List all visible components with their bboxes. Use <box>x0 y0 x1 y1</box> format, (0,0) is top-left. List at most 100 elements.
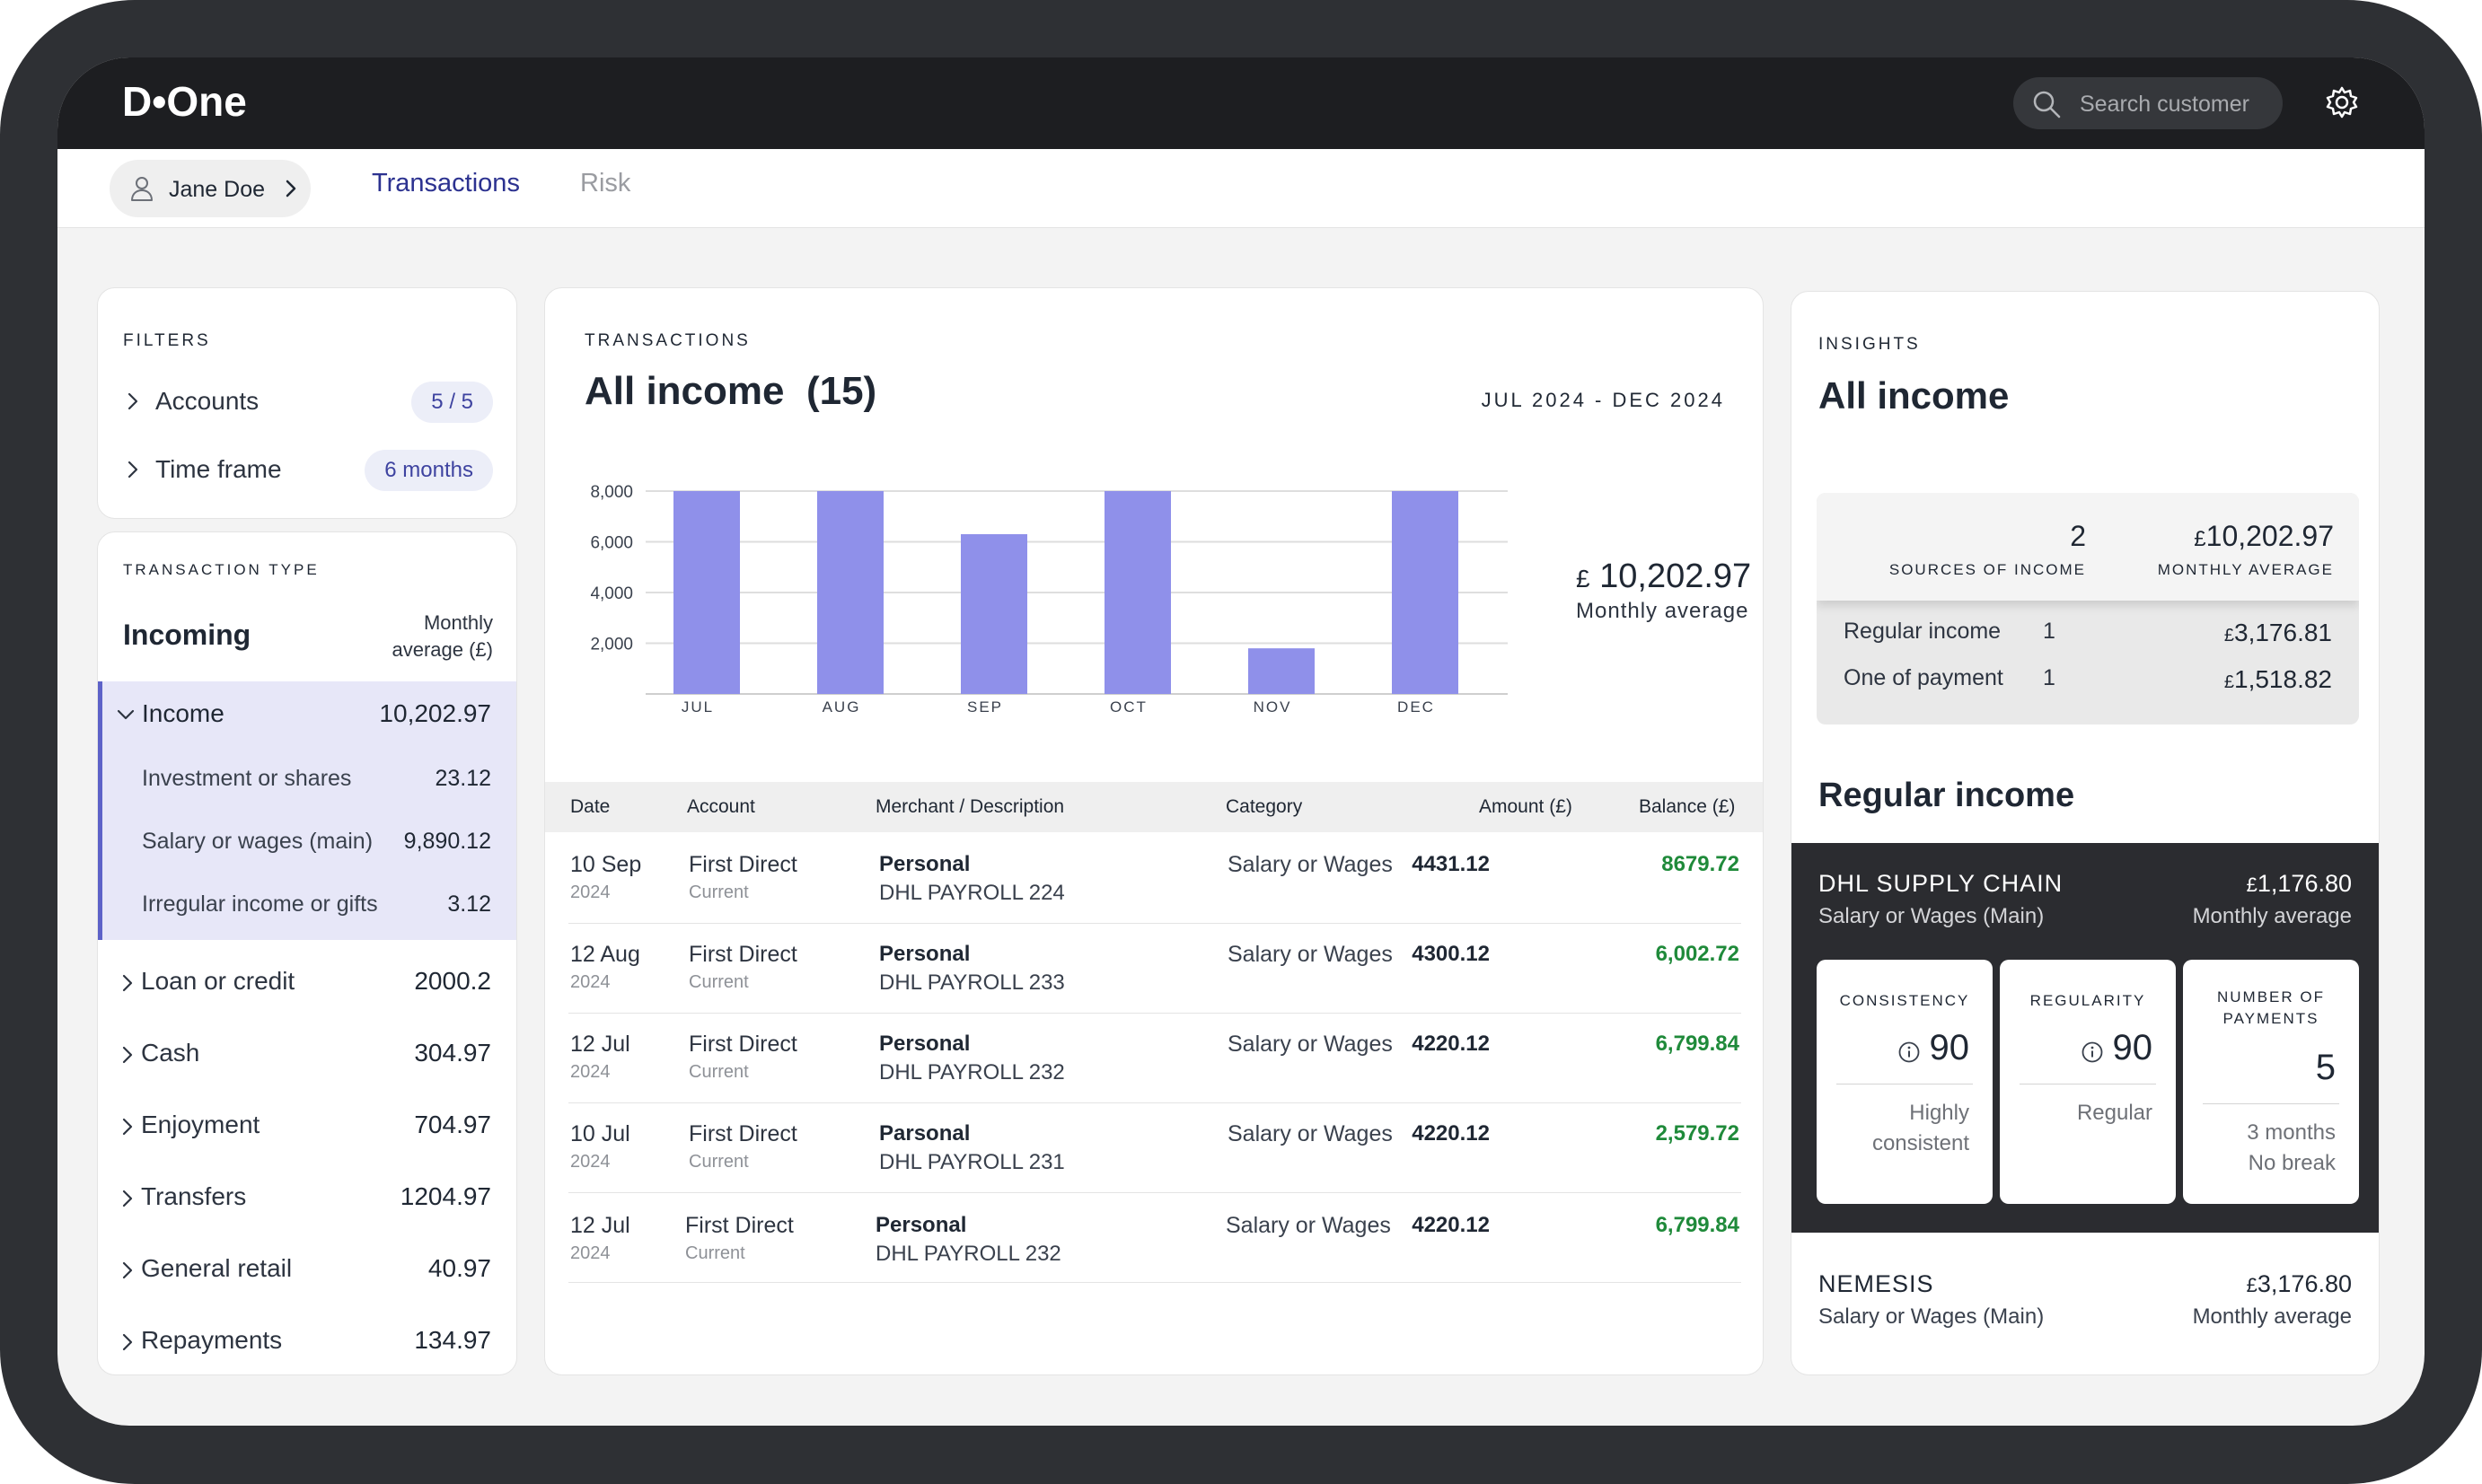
info-icon[interactable] <box>1897 1041 1921 1064</box>
info-icon[interactable] <box>2081 1041 2104 1064</box>
type-value: 704.97 <box>414 1111 491 1138</box>
column-account[interactable]: Account <box>687 796 755 817</box>
y-tick-label: 8,000 <box>590 483 633 502</box>
tab-risk[interactable]: Risk <box>580 169 631 198</box>
bar-sep <box>961 534 1027 694</box>
row-description: DHL PAYROLL 224 <box>879 881 1065 905</box>
subtype-row[interactable]: Salary or wages (main) 9,890.12 <box>102 814 516 868</box>
row-category: Salary or Wages <box>1226 1213 1391 1238</box>
row-category: Salary or Wages <box>1228 942 1393 967</box>
bar-nov <box>1248 648 1315 694</box>
average-value: 10,202.97 <box>1599 558 1752 595</box>
bar-jul <box>673 491 740 694</box>
row-date: 10 Jul <box>570 1121 630 1146</box>
filter-accounts[interactable]: Accounts 5 / 5 <box>123 380 493 423</box>
subtype-label: Salary or wages (main) <box>142 829 374 854</box>
type-value: 10,202.97 <box>379 699 491 727</box>
table-row[interactable]: 10 Jul 2024 First Direct Current Parsona… <box>568 1103 1741 1193</box>
column-label-line: average (£) <box>392 638 493 661</box>
column-date[interactable]: Date <box>570 796 611 817</box>
type-label: Transfers <box>141 1182 247 1210</box>
table-row[interactable]: 12 Jul 2024 First Direct Current Persona… <box>568 1014 1741 1103</box>
incoming-heading: Incoming <box>123 619 251 651</box>
type-row-enjoyment[interactable]: Enjoyment 704.97 <box>98 1098 516 1152</box>
type-row-loan-or-credit[interactable]: Loan or credit 2000.2 <box>98 954 516 1008</box>
breakdown-count: 1 <box>2043 665 2055 690</box>
app-logo[interactable]: D•One <box>122 78 247 125</box>
type-label: Loan or credit <box>141 967 295 995</box>
type-row-income[interactable]: Income 10,202.97 <box>102 687 516 741</box>
tab-transactions[interactable]: Transactions <box>372 169 520 198</box>
row-description: DHL PAYROLL 232 <box>876 1242 1061 1266</box>
source-type: Salary or Wages (Main) <box>1818 1304 2045 1329</box>
row-account: First Direct <box>689 1032 797 1057</box>
column-balance[interactable]: Balance (£) <box>1639 796 1736 817</box>
filter-time-frame[interactable]: Time frame 6 months <box>123 448 493 491</box>
metric-regularity: REGULARITY 90 Regular <box>2000 960 2176 1204</box>
metric-value: 5 <box>2315 1048 2336 1087</box>
search-box[interactable]: Search customer <box>2013 77 2283 129</box>
table-row[interactable]: 12 Jul 2024 First Direct Current Persona… <box>568 1193 1741 1283</box>
subtype-row[interactable]: Investment or shares 23.12 <box>102 751 516 805</box>
column-amount[interactable]: Amount (£) <box>1479 796 1572 817</box>
source-amount-value: 3,176.80 <box>2257 1270 2352 1297</box>
row-balance: 6,799.84 <box>1655 1213 1739 1237</box>
row-date: 12 Aug <box>570 942 640 967</box>
subtype-label: Investment or shares <box>142 766 352 791</box>
type-label: Cash <box>141 1039 200 1067</box>
column-merchant[interactable]: Merchant / Description <box>876 796 1065 817</box>
row-balance: 6,002.72 <box>1655 942 1739 966</box>
metric-description: Highly consistent <box>1826 1098 1969 1159</box>
row-account-type: Current <box>689 972 749 992</box>
type-value: 40.97 <box>427 1254 491 1282</box>
table-row[interactable]: 10 Sep 2024 First Direct Current Persona… <box>568 834 1741 924</box>
type-row-transfers[interactable]: Transfers 1204.97 <box>98 1170 516 1224</box>
currency-symbol: £ <box>2223 672 2234 692</box>
metric-desc-line: Regular <box>2076 1101 2152 1125</box>
row-account-type: Current <box>689 1152 749 1172</box>
currency-symbol: £ <box>2223 626 2234 645</box>
filter-label: Accounts <box>155 387 260 415</box>
breakdown-row: One of payment 1 £1,518.82 <box>1844 665 2332 701</box>
row-balance: 6,799.84 <box>1655 1032 1739 1056</box>
customer-name: Jane Doe <box>169 177 266 202</box>
search-input[interactable]: Search customer <box>2080 92 2249 117</box>
type-row-repayments[interactable]: Repayments 134.97 <box>98 1313 516 1367</box>
type-row-cash[interactable]: Cash 304.97 <box>98 1026 516 1080</box>
table-row[interactable]: 12 Aug 2024 First Direct Current Persona… <box>568 924 1741 1014</box>
metric-description: 3 months No break <box>2192 1118 2336 1179</box>
column-category[interactable]: Category <box>1226 796 1303 817</box>
row-account: First Direct <box>685 1213 794 1238</box>
sub-navigation: Jane Doe Transactions Risk <box>57 149 2425 228</box>
metric-label-line: CONSISTENCY <box>1839 992 1970 1009</box>
transaction-type-title: TRANSACTION TYPE <box>123 561 320 578</box>
metric-divider <box>2203 1103 2339 1104</box>
type-label: General retail <box>141 1254 293 1282</box>
metric-label-line: PAYMENTS <box>2222 1010 2319 1027</box>
row-balance: 8679.72 <box>1661 852 1739 876</box>
type-label: Repayments <box>141 1326 283 1354</box>
regular-income-heading: Regular income <box>1818 777 2075 814</box>
chevron-right-icon <box>286 180 296 198</box>
bar-dec <box>1392 491 1458 694</box>
row-amount: 4220.12 <box>1412 1213 1490 1237</box>
chart-monthly-average: £ 10,202.97 <box>1576 558 1751 596</box>
transaction-count: (15) <box>805 369 877 413</box>
x-tick-label: JUL <box>682 698 714 716</box>
customer-chip[interactable]: Jane Doe <box>110 160 311 217</box>
breakdown-amount: 3,176.81 <box>2234 619 2332 646</box>
monthly-average-column-label: Monthly average (£) <box>392 610 493 663</box>
monthly-average-number: 10,202.97 <box>2205 520 2334 552</box>
monthly-average-label: MONTHLY AVERAGE <box>2157 561 2334 578</box>
x-tick-label: DEC <box>1397 698 1435 716</box>
row-merchant: Parsonal <box>879 1121 971 1146</box>
type-row-general-retail[interactable]: General retail 40.97 <box>98 1242 516 1295</box>
source-amount-label: Monthly average <box>2192 904 2352 928</box>
source-name[interactable]: NEMESIS <box>1818 1270 1934 1297</box>
gear-icon[interactable] <box>2324 84 2360 120</box>
row-category: Salary or Wages <box>1228 1121 1393 1146</box>
type-value: 134.97 <box>414 1326 491 1354</box>
income-bar-chart: 2,000 4,000 6,000 8,000 JUL AUG SEP OCT NOV DEC <box>590 483 1508 716</box>
subtype-row[interactable]: Irregular income or gifts 3.12 <box>102 877 516 931</box>
income-source-dhl[interactable]: DHL SUPPLY CHAIN Salary or Wages (Main) … <box>1791 843 2379 1233</box>
